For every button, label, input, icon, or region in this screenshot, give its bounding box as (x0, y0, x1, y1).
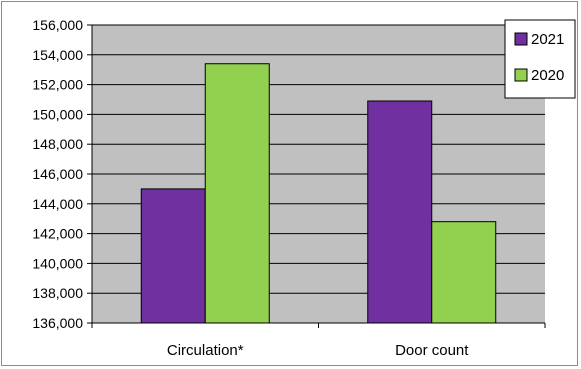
y-tick-label: 138,000 (32, 285, 83, 301)
y-axis-ticks: 136,000 138,000 140,000 142,000 144,000 146,0… (32, 17, 92, 331)
bar-2021-circulation (140, 188, 206, 324)
bar-2020-door-count (431, 221, 497, 324)
y-tick-label: 152,000 (32, 77, 83, 93)
x-axis-labels: Circulation* Door count (167, 342, 469, 359)
legend-label-2020: 2020 (531, 67, 564, 84)
x-category-label: Door count (395, 342, 469, 359)
y-tick-label: 140,000 (32, 255, 83, 271)
y-tick-label: 144,000 (32, 196, 83, 212)
y-tick-label: 146,000 (32, 166, 83, 182)
y-tick-label: 136,000 (32, 315, 83, 331)
bar-2020-circulation (204, 63, 270, 324)
y-tick-label: 148,000 (32, 136, 83, 152)
y-tick-label: 154,000 (32, 47, 83, 63)
bars (140, 63, 497, 324)
legend-swatch-2020 (514, 68, 528, 82)
legend: 2021 2020 (504, 19, 576, 99)
legend-label-2021: 2021 (531, 31, 564, 48)
y-tick-label: 156,000 (32, 17, 83, 33)
bar-2021-door-count (367, 100, 433, 324)
y-tick-label: 142,000 (32, 226, 83, 242)
y-tick-label: 150,000 (32, 106, 83, 122)
x-category-label: Circulation* (167, 342, 244, 359)
legend-swatch-2021 (514, 32, 528, 46)
